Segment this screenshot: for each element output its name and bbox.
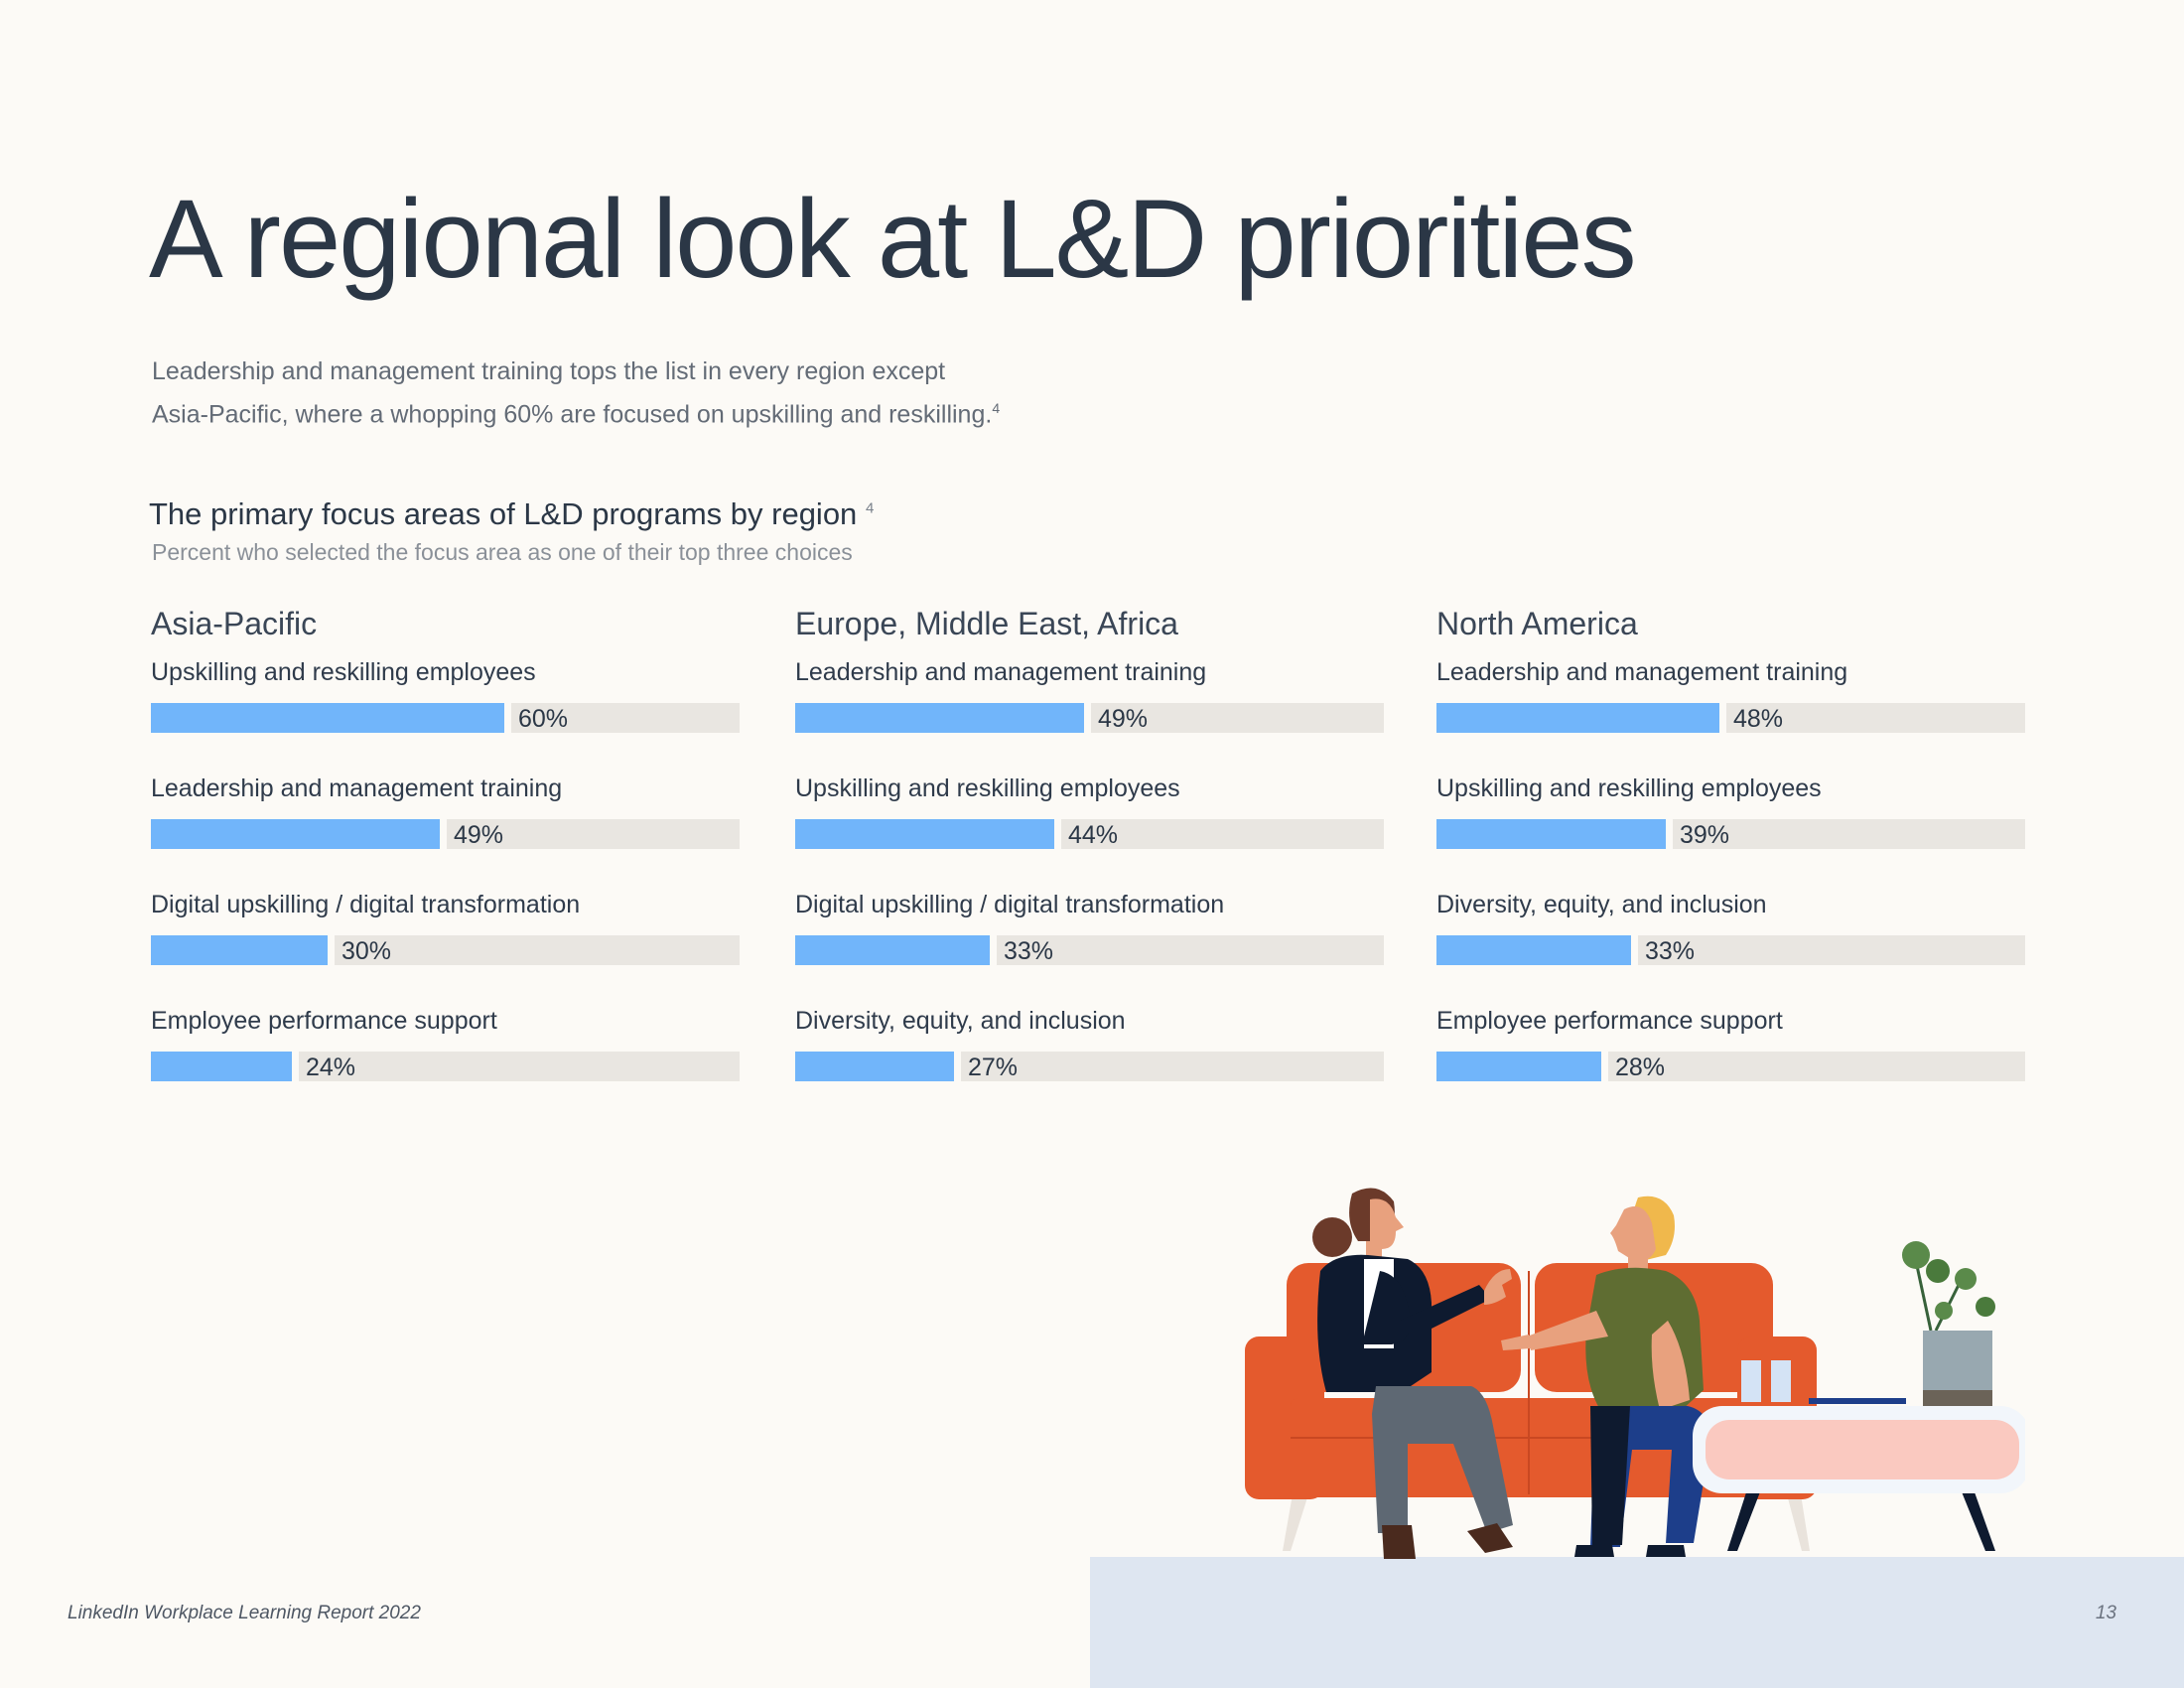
page-number: 13 <box>2095 1603 2116 1623</box>
bar-gap <box>504 703 511 733</box>
couch-conversation-illustration <box>1245 1188 2025 1559</box>
bar-item: Leadership and management training 48% <box>1436 657 2027 774</box>
bar-item: Employee performance support 24% <box>151 1006 742 1122</box>
bar-gap <box>1666 819 1673 849</box>
bar-item: Upskilling and reskilling employees 60% <box>151 657 742 774</box>
bar-label: Upskilling and reskilling employees <box>1436 774 1822 802</box>
bar-fill <box>1436 1052 1601 1081</box>
intro-line-2: Asia-Pacific, where a whopping 60% are f… <box>152 390 1145 433</box>
bar-item: Digital upskilling / digital transformat… <box>795 890 1386 1006</box>
bar-value-label: 33% <box>1004 937 1054 965</box>
bar-track: 27% <box>795 1052 1384 1081</box>
bar-value-label: 48% <box>1733 705 1784 733</box>
bar-track: 28% <box>1436 1052 2025 1081</box>
bar-item: Employee performance support 28% <box>1436 1006 2027 1122</box>
bar-value-label: 49% <box>1098 705 1149 733</box>
bar-fill <box>151 819 440 849</box>
bar-track: 48% <box>1436 703 2025 733</box>
bar-fill <box>1436 819 1666 849</box>
bar-fill <box>1436 935 1631 965</box>
bar-gap <box>1719 703 1726 733</box>
plant-icon <box>1902 1241 1995 1406</box>
intro-footnote-ref: 4 <box>992 400 1001 416</box>
bar-track: 49% <box>795 703 1384 733</box>
bar-gap <box>1084 703 1091 733</box>
bar-gap <box>954 1052 961 1081</box>
bar-gap <box>1054 819 1061 849</box>
region-name: North America <box>1436 606 1638 641</box>
bar-value-label: 24% <box>306 1054 356 1081</box>
bar-label: Leadership and management training <box>1436 658 1848 686</box>
bar-item: Digital upskilling / digital transformat… <box>151 890 742 1006</box>
region-name: Asia-Pacific <box>151 606 318 641</box>
bar-track: 33% <box>1436 935 2025 965</box>
bar-label: Digital upskilling / digital transformat… <box>151 891 581 918</box>
bar-fill <box>1436 703 1719 733</box>
region-panel: North America Leadership and management … <box>1436 606 2027 1122</box>
bar-label: Upskilling and reskilling employees <box>795 774 1180 802</box>
chart-title-footnote-ref: 4 <box>865 499 875 517</box>
footer-report-name: LinkedIn Workplace Learning Report 2022 <box>68 1603 421 1623</box>
bar-fill <box>151 1052 292 1081</box>
bar-item: Diversity, equity, and inclusion 27% <box>795 1006 1386 1122</box>
bar-label: Leadership and management training <box>795 658 1207 686</box>
bar-label: Leadership and management training <box>151 774 563 802</box>
cup-icon <box>1741 1360 1761 1402</box>
bar-track: 60% <box>151 703 740 733</box>
bar-track: 24% <box>151 1052 740 1081</box>
bar-fill <box>795 1052 954 1081</box>
bar-fill <box>795 935 990 965</box>
bar-value-label: 60% <box>518 705 569 733</box>
bar-fill <box>151 935 328 965</box>
bar-value-label: 27% <box>968 1054 1019 1081</box>
bar-fill <box>795 819 1054 849</box>
bar-gap <box>328 935 335 965</box>
bar-item: Upskilling and reskilling employees 39% <box>1436 774 2027 890</box>
bar-item: Leadership and management training 49% <box>151 774 742 890</box>
bar-track: 33% <box>795 935 1384 965</box>
woman-figure-icon <box>1312 1188 1513 1559</box>
bar-label: Diversity, equity, and inclusion <box>795 1007 1126 1035</box>
bar-value-label: 39% <box>1680 821 1730 849</box>
coffee-table-icon <box>1693 1398 2025 1551</box>
bar-value-label: 30% <box>341 937 392 965</box>
bar-track: 49% <box>151 819 740 849</box>
chart-subtitle: Percent who selected the focus area as o… <box>152 539 853 565</box>
bar-gap <box>990 935 997 965</box>
bar-gap <box>440 819 447 849</box>
region-name: Europe, Middle East, Africa <box>795 606 1178 641</box>
intro-line-1: Leadership and management training tops … <box>152 357 946 385</box>
bar-fill <box>151 703 504 733</box>
bar-label: Upskilling and reskilling employees <box>151 658 536 686</box>
bar-label: Employee performance support <box>151 1007 497 1035</box>
floor-panel <box>1090 1557 2184 1688</box>
bar-value-label: 28% <box>1615 1054 1666 1081</box>
bar-item: Leadership and management training 49% <box>795 657 1386 774</box>
bar-gap <box>292 1052 299 1081</box>
bar-value-label: 33% <box>1645 937 1696 965</box>
region-panel: Asia-Pacific Upskilling and reskilling e… <box>151 606 742 1122</box>
bar-item: Upskilling and reskilling employees 44% <box>795 774 1386 890</box>
bar-value-label: 44% <box>1068 821 1119 849</box>
bar-label: Diversity, equity, and inclusion <box>1436 891 1767 918</box>
bar-gap <box>1631 935 1638 965</box>
man-figure-icon <box>1501 1196 1710 1557</box>
page-title: A regional look at L&D priorities <box>149 177 1637 301</box>
chart-title-text: The primary focus areas of L&D programs … <box>149 496 858 531</box>
bar-track: 39% <box>1436 819 2025 849</box>
bar-label: Employee performance support <box>1436 1007 1783 1035</box>
bar-fill <box>795 703 1084 733</box>
bar-label: Digital upskilling / digital transformat… <box>795 891 1225 918</box>
chart-title: The primary focus areas of L&D programs … <box>149 496 874 532</box>
bar-track: 30% <box>151 935 740 965</box>
cup-icon <box>1771 1360 1791 1402</box>
intro-line-2-text: Asia-Pacific, where a whopping 60% are f… <box>152 400 993 429</box>
region-panel: Europe, Middle East, Africa Leadership a… <box>795 606 1386 1122</box>
intro-text: Leadership and management training tops … <box>152 353 1145 433</box>
bar-track: 44% <box>795 819 1384 849</box>
bar-gap <box>1601 1052 1608 1081</box>
bar-item: Diversity, equity, and inclusion 33% <box>1436 890 2027 1006</box>
bar-value-label: 49% <box>454 821 504 849</box>
